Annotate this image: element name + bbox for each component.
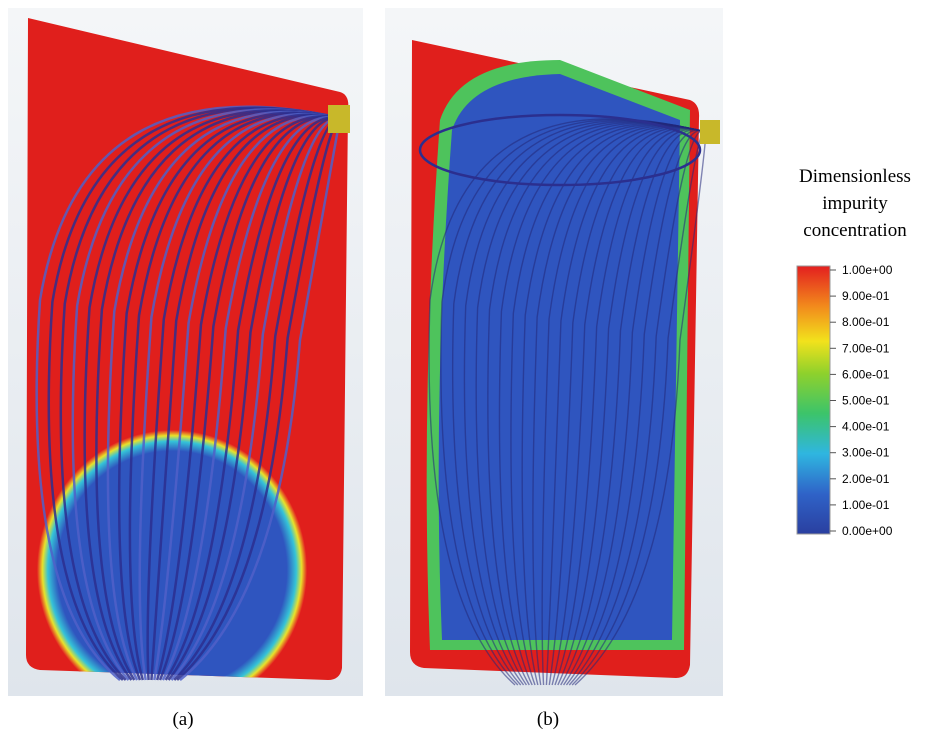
colorbar-tick-label: 6.00e-01 [842, 367, 890, 381]
colorbar-title: impurity [822, 193, 888, 214]
outlet-b [700, 120, 720, 144]
colorbar-tick-label: 1.00e-01 [842, 498, 890, 512]
colorbar-tick-label: 3.00e-01 [842, 446, 890, 460]
colorbar-tick-label: 0.00e+00 [842, 524, 893, 538]
colorbar-tick-label: 2.00e-01 [842, 472, 890, 486]
colorbar [797, 266, 830, 534]
colorbar-tick-label: 5.00e-01 [842, 394, 890, 408]
colorbar-title: concentration [803, 220, 907, 241]
panel-label: (b) [537, 709, 559, 730]
colorbar-tick-label: 1.00e+00 [842, 263, 893, 277]
colorbar-tick-label: 7.00e-01 [842, 341, 890, 355]
colorbar-tick-label: 4.00e-01 [842, 420, 890, 434]
outlet-a [328, 105, 350, 133]
colorbar-tick-label: 9.00e-01 [842, 289, 890, 303]
colorbar-tick-label: 8.00e-01 [842, 315, 890, 329]
figure: (a) (b) Dimensionless impurity concentrati… [0, 0, 927, 734]
panel-label: (a) [172, 709, 193, 730]
colorbar-title: Dimensionless [799, 166, 911, 187]
